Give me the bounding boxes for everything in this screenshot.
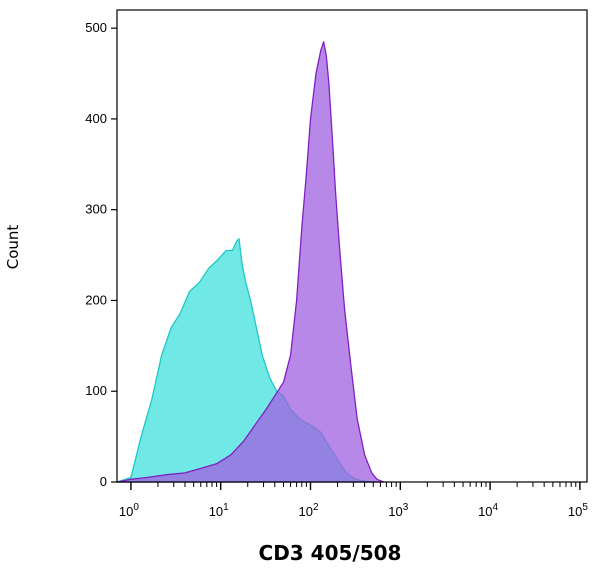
plot-area: [116, 41, 385, 483]
x-tick-label: 101: [209, 502, 229, 519]
y-tick-label: 300: [85, 202, 107, 217]
y-tick-label: 400: [85, 111, 107, 126]
x-tick-label: 105: [568, 502, 588, 519]
x-axis-title: CD3 405/508: [259, 541, 402, 565]
x-tick-label: 104: [478, 502, 498, 519]
y-axis-title: Count: [4, 225, 22, 270]
x-tick-label: 100: [119, 502, 139, 519]
x-axis: 100 101 102 103 104 105: [119, 482, 588, 519]
y-tick-label: 500: [85, 20, 107, 35]
y-tick-label: 200: [85, 292, 107, 307]
plot-frame: [116, 9, 588, 483]
x-tick-label: 102: [298, 502, 318, 519]
series-area-2: [116, 41, 385, 483]
y-tick-label: 100: [85, 383, 107, 398]
x-tick-label: 103: [388, 502, 408, 519]
y-axis: 0 100 200 300 400 500: [85, 20, 117, 489]
y-tick-label: 0: [100, 474, 107, 489]
